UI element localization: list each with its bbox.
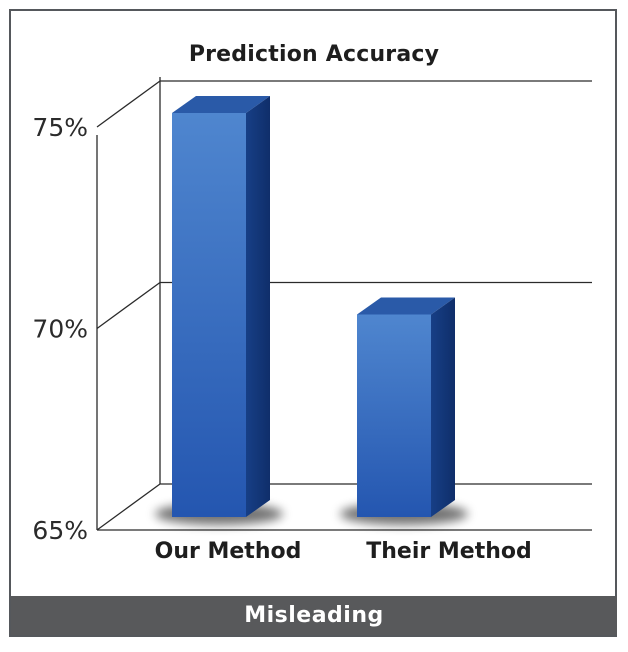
y-tick-label: 70%: [32, 315, 88, 344]
bar-front-face: [357, 314, 431, 517]
bar-side-face: [246, 96, 270, 517]
gridline: [96, 80, 592, 128]
y-tick-label: 65%: [32, 516, 88, 545]
footer-banner: Misleading: [11, 596, 617, 635]
bar-top-face: [357, 297, 455, 315]
chart-frame: [9, 9, 617, 637]
gridline: [96, 281, 592, 330]
bar-side-face: [431, 297, 455, 517]
bar-front-face: [172, 113, 246, 517]
x-category-label: Our Method: [155, 539, 302, 564]
bar-top-face: [172, 96, 270, 113]
bar-chart: 65% 70% 75% Our Method Their Method: [32, 77, 592, 564]
bar: [340, 297, 468, 525]
x-category-label: Their Method: [366, 539, 532, 564]
y-tick-label: 75%: [32, 113, 88, 142]
chart-title: Prediction Accuracy: [188, 42, 440, 67]
bar: [155, 96, 283, 525]
